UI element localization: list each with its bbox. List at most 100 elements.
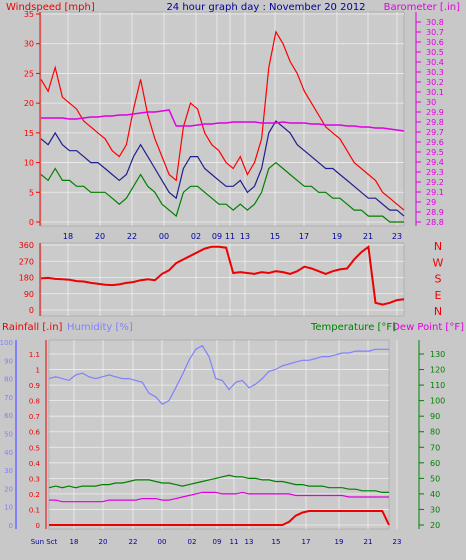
direction-tick-label: 360 [19, 241, 34, 250]
barometer-tick-label: 29.9 [426, 108, 444, 117]
barometer-tick-label: 30.1 [426, 88, 444, 97]
rain-tick-label: 0.5 [29, 444, 40, 452]
direction-tick-label: 0 [29, 306, 34, 315]
dewpoint-label: Dew Point [°F] [392, 322, 464, 333]
lower-series-humidity [48, 344, 389, 405]
windspeed-tick-label: 15 [24, 129, 34, 138]
wind-hour-tick-label: 00 [159, 232, 169, 241]
rain-tick-label: 0 [36, 522, 40, 530]
compass-label: E [435, 289, 442, 302]
temperature-tick-label: 30 [430, 505, 440, 514]
temperature-tick-label: 130 [430, 350, 445, 359]
direction-tick-label: 270 [19, 257, 34, 266]
humidity-tick-label: 90 [4, 357, 13, 365]
rain-tick-label: 0.9 [29, 382, 40, 390]
direction-series [40, 244, 405, 306]
barometer-tick-label: 29.7 [426, 128, 444, 137]
windspeed-tick-label: 35 [24, 10, 34, 19]
wind-hour-tick-label: 19 [332, 232, 342, 241]
humidity-tick-label: 10 [4, 504, 13, 512]
rain-tick-label: 0.8 [29, 398, 40, 406]
temperature-tick-label: 100 [430, 397, 445, 406]
rain-tick-label: 1.1 [29, 351, 40, 359]
lower-series-rainfall [49, 510, 390, 526]
barometer-tick-label: 29.3 [426, 168, 444, 177]
humidity-tick-label: 100 [0, 339, 13, 347]
windspeed-tick-label: 5 [29, 188, 34, 197]
temperature-tick-label: 90 [430, 412, 440, 421]
barometer-tick-label: 30.6 [426, 38, 444, 47]
barometer-tick-label: 30.5 [426, 48, 444, 57]
temperature-tick-label: 20 [430, 521, 440, 530]
direction-tick-label: 180 [19, 274, 34, 283]
barometer-tick-label: 28.8 [426, 218, 444, 227]
wind-hour-tick-label: 13 [240, 232, 250, 241]
windspeed-tick-label: 0 [29, 218, 34, 227]
temperature-label: Temperature [°F] [310, 322, 396, 333]
rain-tick-label: 0.1 [29, 506, 40, 514]
lower-hour-tick-label: 15 [272, 538, 281, 546]
wind-hour-tick-label: 02 [191, 232, 201, 241]
temperature-tick-label: 80 [430, 428, 440, 437]
temperature-tick-label: 110 [430, 381, 445, 390]
lower-hour-tick-label: 00 [158, 538, 167, 546]
wind-plot-area [40, 11, 405, 227]
windspeed-tick-label: 20 [24, 99, 34, 108]
rain-tick-label: 0.7 [29, 413, 40, 421]
compass-label: N [434, 305, 442, 318]
wind-hour-tick-label: 18 [63, 232, 73, 241]
wind-hour-tick-label: 09 [212, 232, 222, 241]
temperature-tick-label: 40 [430, 490, 440, 499]
windspeed-title: Windspeed [mph] [6, 2, 95, 13]
rain-tick-label: 0.2 [29, 491, 40, 499]
humidity-tick-label: 30 [4, 467, 13, 475]
lower-series-dew [49, 491, 389, 503]
rain-tick-label: 0.3 [29, 475, 40, 483]
wind-series-calm [40, 161, 404, 223]
compass-label: S [435, 273, 442, 286]
graph-title: 24 hour graph day : November 20 2012 [166, 2, 365, 13]
windspeed-tick-label: 10 [24, 159, 34, 168]
rainfall-label: Rainfall [.in] [2, 322, 63, 333]
wind-hour-tick-label: 20 [95, 232, 105, 241]
windspeed-tick-label: 30 [24, 40, 34, 49]
wind-hour-tick-label: 22 [127, 232, 137, 241]
windspeed-tick-label: 25 [24, 69, 34, 78]
lower-hour-tick-label: 09 [213, 538, 222, 546]
direction-tick-label: 90 [24, 290, 34, 299]
barometer-tick-label: 29.6 [426, 138, 444, 147]
humidity-tick-label: 40 [4, 449, 13, 457]
lower-hour-tick-label: Sun Sct [31, 538, 58, 546]
compass-label: N [434, 240, 442, 253]
barometer-tick-label: 30.2 [426, 78, 444, 87]
humidity-tick-label: 70 [4, 394, 13, 402]
wind-hour-tick-label: 11 [225, 232, 235, 241]
temperature-tick-label: 50 [430, 474, 440, 483]
barometer-tick-label: 29 [426, 198, 436, 207]
humidity-tick-label: 60 [4, 412, 13, 420]
barometer-tick-label: 30.4 [426, 58, 444, 67]
barometer-tick-label: 29.4 [426, 158, 444, 167]
humidity-label: Humidity [%] [67, 322, 133, 333]
lower-plot-area [48, 339, 390, 530]
barometer-tick-label: 30.3 [426, 68, 444, 77]
wind-hour-tick-label: 17 [299, 232, 309, 241]
humidity-tick-label: 0 [9, 522, 13, 530]
lower-hour-tick-label: 20 [99, 538, 108, 546]
compass-label: W [433, 256, 444, 269]
rain-tick-label: 0.4 [29, 460, 41, 468]
barometer-tick-label: 29.1 [426, 188, 444, 197]
barometer-tick-label: 30 [426, 98, 436, 107]
lower-hour-tick-label: 11 [230, 538, 239, 546]
wind-series-average [40, 120, 405, 217]
wind-series-barometer [41, 109, 405, 132]
barometer-title: Barometer [.in] [384, 2, 460, 13]
lower-hour-tick-label: 23 [393, 538, 402, 546]
lower-hour-tick-label: 21 [364, 538, 373, 546]
temperature-tick-label: 70 [430, 443, 440, 452]
lower-hour-tick-label: 13 [245, 538, 254, 546]
wind-series-gust [40, 30, 405, 211]
barometer-tick-label: 30.8 [426, 18, 444, 27]
